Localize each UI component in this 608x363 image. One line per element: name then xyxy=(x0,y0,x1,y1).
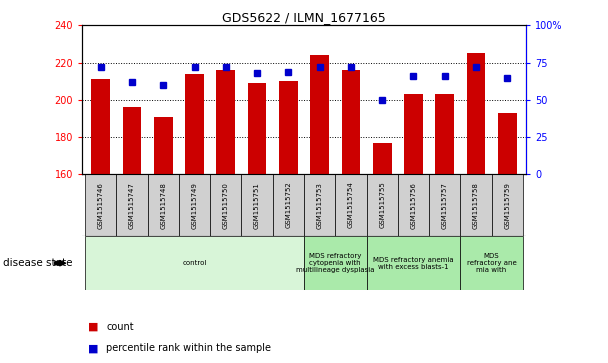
Bar xyxy=(304,174,335,236)
Text: GSM1515749: GSM1515749 xyxy=(192,182,198,229)
Bar xyxy=(491,174,523,236)
Text: GSM1515757: GSM1515757 xyxy=(441,182,447,229)
Text: disease state: disease state xyxy=(3,258,72,268)
Text: MDS refractory anemia
with excess blasts-1: MDS refractory anemia with excess blasts… xyxy=(373,257,454,270)
Bar xyxy=(85,236,304,290)
Text: GSM1515752: GSM1515752 xyxy=(285,182,291,228)
Bar xyxy=(154,117,173,174)
Text: GSM1515755: GSM1515755 xyxy=(379,182,385,228)
Bar xyxy=(367,236,460,290)
Bar xyxy=(216,70,235,174)
Text: MDS refractory
cytopenia with
multilineage dysplasia: MDS refractory cytopenia with multilinea… xyxy=(296,253,375,273)
Bar xyxy=(185,74,204,174)
Text: GSM1515758: GSM1515758 xyxy=(473,182,479,229)
Bar xyxy=(304,236,367,290)
Bar xyxy=(373,143,392,174)
Bar xyxy=(498,113,517,174)
Bar xyxy=(404,94,423,174)
Text: GSM1515746: GSM1515746 xyxy=(98,182,104,229)
Bar xyxy=(279,81,298,174)
Bar xyxy=(148,174,179,236)
Bar xyxy=(117,174,148,236)
Bar xyxy=(435,94,454,174)
Bar xyxy=(335,174,367,236)
Title: GDS5622 / ILMN_1677165: GDS5622 / ILMN_1677165 xyxy=(222,11,386,24)
Text: GSM1515754: GSM1515754 xyxy=(348,182,354,228)
Text: control: control xyxy=(182,260,207,266)
Text: GSM1515759: GSM1515759 xyxy=(504,182,510,229)
Bar xyxy=(123,107,142,174)
Bar xyxy=(273,174,304,236)
Text: GSM1515756: GSM1515756 xyxy=(410,182,416,229)
Bar xyxy=(85,174,117,236)
Bar xyxy=(367,174,398,236)
Bar xyxy=(247,83,266,174)
Text: GSM1515751: GSM1515751 xyxy=(254,182,260,229)
Text: GSM1515753: GSM1515753 xyxy=(317,182,323,229)
Text: count: count xyxy=(106,322,134,332)
Bar xyxy=(460,236,523,290)
Text: GSM1515750: GSM1515750 xyxy=(223,182,229,229)
Text: ■: ■ xyxy=(88,322,98,332)
Bar xyxy=(342,70,361,174)
Bar xyxy=(91,79,110,174)
Text: ■: ■ xyxy=(88,343,98,354)
Text: percentile rank within the sample: percentile rank within the sample xyxy=(106,343,271,354)
Bar xyxy=(429,174,460,236)
Bar xyxy=(241,174,273,236)
Bar xyxy=(466,53,485,174)
Bar xyxy=(179,174,210,236)
Text: MDS
refractory ane
mia with: MDS refractory ane mia with xyxy=(467,253,516,273)
Bar xyxy=(310,55,329,174)
Bar xyxy=(398,174,429,236)
Text: GSM1515747: GSM1515747 xyxy=(129,182,135,229)
Bar xyxy=(210,174,241,236)
Text: GSM1515748: GSM1515748 xyxy=(161,182,167,229)
Bar xyxy=(460,174,491,236)
